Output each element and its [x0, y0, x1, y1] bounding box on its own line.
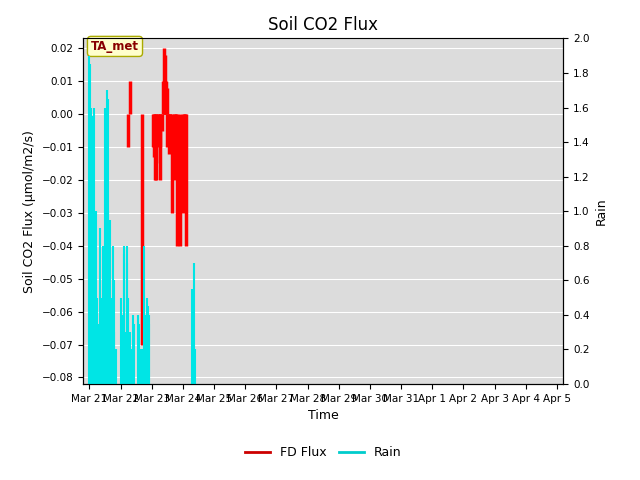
Y-axis label: Rain: Rain — [595, 197, 608, 225]
Title: Soil CO2 Flux: Soil CO2 Flux — [268, 16, 378, 34]
Y-axis label: Soil CO2 Flux (μmol/m2/s): Soil CO2 Flux (μmol/m2/s) — [23, 130, 36, 293]
Text: TA_met: TA_met — [91, 40, 139, 53]
Legend: FD Flux, Rain: FD Flux, Rain — [240, 441, 406, 464]
X-axis label: Time: Time — [308, 409, 339, 422]
